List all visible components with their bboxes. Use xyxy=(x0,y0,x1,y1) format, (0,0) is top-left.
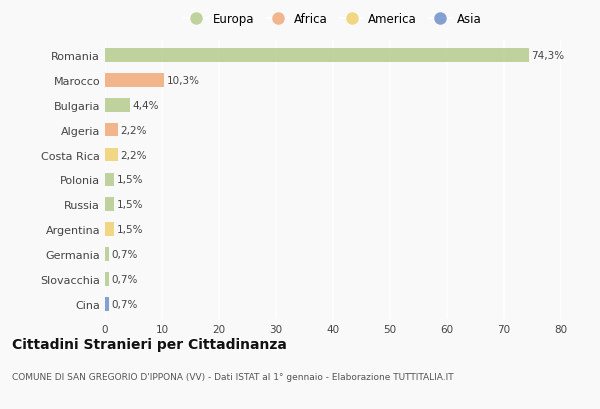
Text: 1,5%: 1,5% xyxy=(116,225,143,235)
Text: 2,2%: 2,2% xyxy=(121,125,147,135)
Legend: Europa, Africa, America, Asia: Europa, Africa, America, Asia xyxy=(181,9,485,29)
Text: 10,3%: 10,3% xyxy=(167,76,200,85)
Text: 1,5%: 1,5% xyxy=(116,175,143,185)
Bar xyxy=(105,148,118,162)
Bar xyxy=(105,124,118,137)
Text: 74,3%: 74,3% xyxy=(532,51,565,61)
Text: 0,7%: 0,7% xyxy=(112,299,138,309)
Bar xyxy=(105,198,113,211)
Bar xyxy=(105,272,109,286)
Bar xyxy=(105,99,130,112)
Text: Cittadini Stranieri per Cittadinanza: Cittadini Stranieri per Cittadinanza xyxy=(12,337,287,351)
Text: 1,5%: 1,5% xyxy=(116,200,143,210)
Bar xyxy=(105,74,164,88)
Bar xyxy=(105,49,529,63)
Bar xyxy=(105,173,113,187)
Text: COMUNE DI SAN GREGORIO D'IPPONA (VV) - Dati ISTAT al 1° gennaio - Elaborazione T: COMUNE DI SAN GREGORIO D'IPPONA (VV) - D… xyxy=(12,372,454,381)
Bar xyxy=(105,247,109,261)
Text: 4,4%: 4,4% xyxy=(133,101,160,110)
Bar xyxy=(105,297,109,311)
Text: 0,7%: 0,7% xyxy=(112,249,138,259)
Text: 2,2%: 2,2% xyxy=(121,150,147,160)
Text: 0,7%: 0,7% xyxy=(112,274,138,284)
Bar xyxy=(105,223,113,236)
